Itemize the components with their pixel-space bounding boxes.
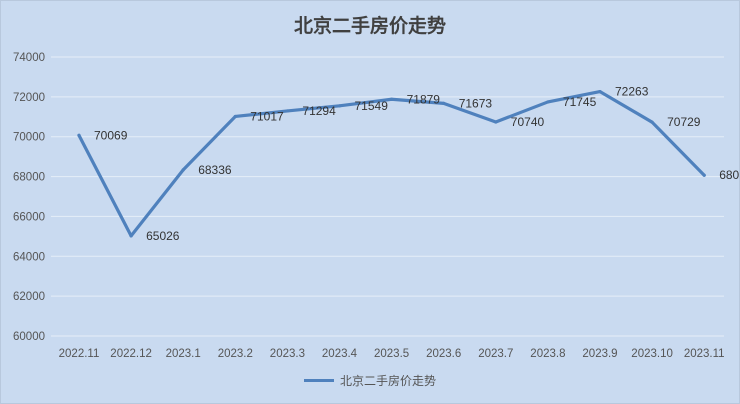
y-tick-label: 66000 — [13, 211, 45, 223]
data-label: 70069 — [94, 128, 128, 142]
data-point — [442, 102, 445, 105]
x-tick-label: 2022.11 — [59, 348, 100, 360]
x-tick-label: 2023.9 — [582, 348, 617, 360]
data-label: 68067 — [719, 168, 739, 182]
x-tick-label: 2023.3 — [270, 348, 305, 360]
data-label: 70740 — [511, 115, 545, 129]
data-point — [546, 100, 549, 103]
x-tick-label: 2023.4 — [322, 348, 358, 360]
y-tick-label: 72000 — [13, 92, 45, 104]
x-tick-label: 2022.12 — [110, 348, 152, 360]
data-point — [703, 174, 706, 177]
y-tick-label: 60000 — [13, 331, 45, 343]
data-label: 72263 — [615, 85, 649, 99]
data-point — [130, 234, 133, 237]
x-tick-label: 2023.2 — [218, 348, 253, 360]
legend: 北京二手房价走势 — [1, 372, 739, 389]
legend-label: 北京二手房价走势 — [340, 372, 436, 389]
y-tick-label: 68000 — [13, 172, 45, 184]
data-label: 71549 — [355, 99, 389, 113]
x-tick-label: 2023.5 — [374, 348, 409, 360]
data-point — [338, 104, 341, 107]
data-point — [651, 121, 654, 124]
y-tick-label: 70000 — [13, 132, 45, 144]
y-tick-label: 64000 — [13, 251, 45, 263]
data-label: 71673 — [459, 96, 493, 110]
data-label: 71879 — [407, 92, 441, 106]
data-label: 70729 — [667, 115, 701, 129]
data-label: 71017 — [250, 109, 284, 123]
data-point — [390, 98, 393, 101]
x-tick-label: 2023.11 — [684, 348, 725, 360]
data-point — [494, 120, 497, 123]
x-tick-label: 2023.8 — [530, 348, 565, 360]
x-tick-label: 2023.10 — [631, 348, 673, 360]
x-tick-label: 2023.6 — [426, 348, 461, 360]
data-point — [77, 134, 80, 137]
data-label: 65026 — [146, 229, 180, 243]
x-tick-label: 2023.1 — [166, 348, 201, 360]
data-label: 71745 — [563, 95, 597, 109]
data-label: 71294 — [302, 104, 336, 118]
y-tick-label: 62000 — [13, 291, 45, 303]
data-point — [598, 90, 601, 93]
data-point — [182, 168, 185, 171]
data-point — [286, 109, 289, 112]
x-tick-label: 2023.7 — [478, 348, 513, 360]
y-tick-label: 74000 — [13, 52, 45, 64]
series-line — [79, 92, 704, 236]
legend-line-swatch — [304, 379, 334, 382]
data-label: 68336 — [198, 163, 232, 177]
data-point — [234, 115, 237, 118]
